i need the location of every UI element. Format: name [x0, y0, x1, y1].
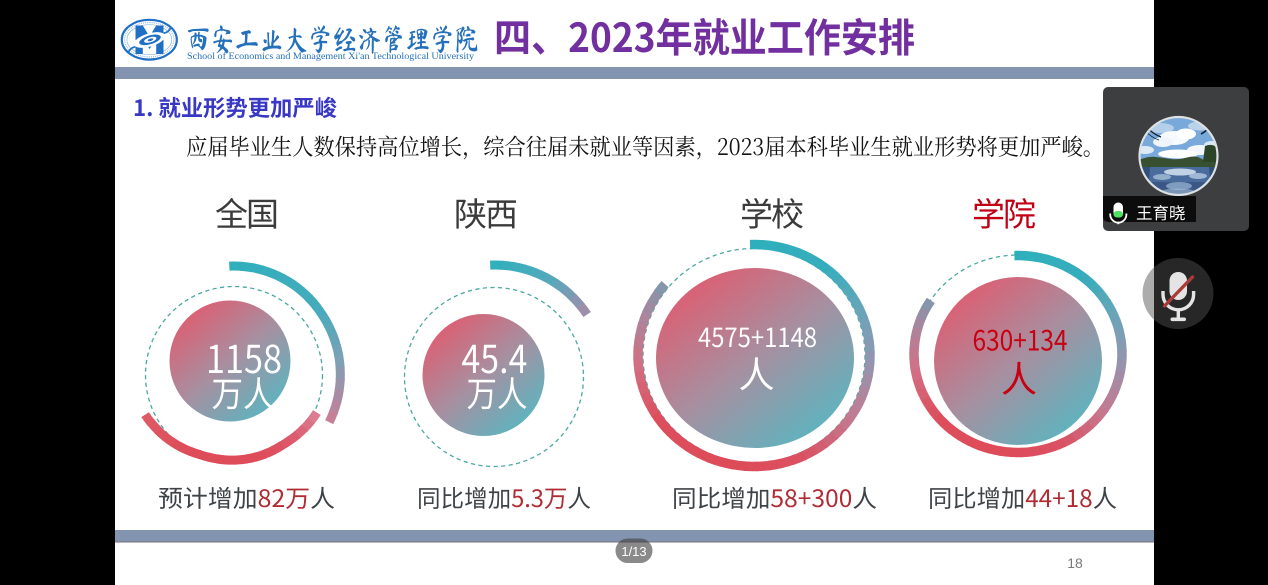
svg-text:18: 18 — [1067, 555, 1083, 571]
svg-text:School of Economics and Manage: School of Economics and Management Xi'an… — [187, 51, 474, 62]
svg-text:1/13: 1/13 — [621, 544, 646, 559]
